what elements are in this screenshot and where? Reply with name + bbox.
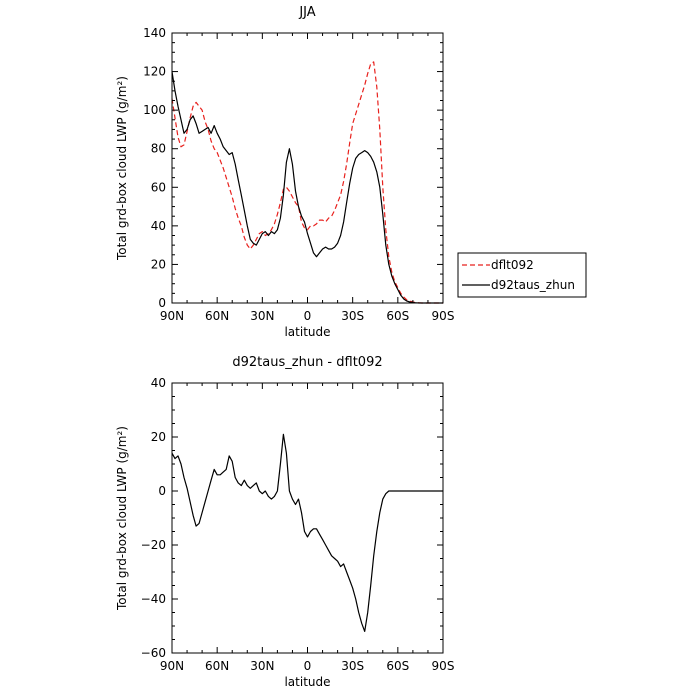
series-line-dflt092 [171, 61, 443, 304]
y-tick-label: 80 [151, 142, 166, 156]
x-tick-label: 90N [160, 659, 184, 673]
y-axis-label: Total grd-box cloud LWP (g/m²) [115, 426, 129, 611]
legend-label: d92taus_zhun [491, 278, 575, 292]
y-tick-label: 60 [151, 180, 166, 194]
x-tick-label: 0 [304, 659, 312, 673]
x-tick-label: 30N [250, 309, 274, 323]
y-tick-label: 40 [151, 219, 166, 233]
y-tick-label: 140 [143, 26, 166, 40]
series-line-d92taus_zhun [171, 71, 443, 304]
x-tick-label: 60S [386, 659, 409, 673]
plot-frame [171, 382, 444, 654]
x-axis-label: latitude [284, 325, 330, 339]
chart-panel-2: d92taus_zhun - dflt092 90N 60N 30N 0 30S 60S 90… [115, 355, 454, 689]
x-tick-label: 60S [386, 309, 409, 323]
y-tick-label: 20 [151, 257, 166, 271]
legend-label: dflt092 [491, 258, 534, 272]
x-tick-label: 90S [432, 659, 455, 673]
y-axis-label: Total grd-box cloud LWP (g/m²) [115, 76, 129, 261]
x-tick-label: 90N [160, 309, 184, 323]
x-tick-label: 0 [304, 309, 312, 323]
y-tick-label: −40 [141, 592, 166, 606]
y-tick-label: 20 [151, 430, 166, 444]
legend-box [457, 252, 587, 298]
legend: dflt092 d92taus_zhun [457, 252, 587, 298]
x-tick-label: 30N [250, 659, 274, 673]
y-tick-label: 100 [143, 103, 166, 117]
y-tick-label: 0 [158, 484, 166, 498]
x-tick-label: 60N [205, 309, 229, 323]
x-tick-label: 30S [341, 309, 364, 323]
x-tick-label: 30S [341, 659, 364, 673]
y-tick-label: 120 [143, 65, 166, 79]
y-tick-label: −60 [141, 646, 166, 660]
chart-title: JJA [298, 5, 315, 20]
x-tick-label: 60N [205, 659, 229, 673]
x-axis-label: latitude [284, 675, 330, 689]
series-line-difference [171, 433, 443, 633]
chart-title: d92taus_zhun - dflt092 [232, 355, 382, 370]
y-tick-label: −20 [141, 538, 166, 552]
y-tick-label: 0 [158, 296, 166, 310]
chart-panel-1: JJA 90N 60N 30N 0 30S 60S 90S 0 20 40 60 80 100 120 140… [115, 5, 454, 339]
plot-frame [171, 32, 444, 304]
y-tick-label: 40 [151, 376, 166, 390]
x-tick-label: 90S [432, 309, 455, 323]
